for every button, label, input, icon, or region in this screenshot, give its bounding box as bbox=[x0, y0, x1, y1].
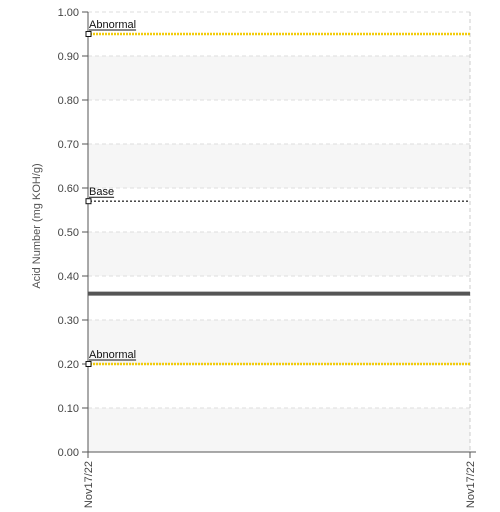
reference-marker bbox=[85, 361, 92, 367]
y-tick-label: 0.80 bbox=[58, 95, 79, 107]
y-tick-label: 0.90 bbox=[58, 51, 79, 63]
plot-bands bbox=[88, 56, 470, 452]
y-axis-title: Acid Number (mg KOH/g) bbox=[31, 163, 43, 288]
reference-label: Abnormal bbox=[89, 349, 136, 361]
y-tick-label: 0.20 bbox=[58, 359, 79, 371]
plot-band bbox=[88, 232, 470, 276]
reference-lines: Abnormal Base Abnormal bbox=[85, 19, 470, 367]
y-tick-label: 0.40 bbox=[58, 271, 79, 283]
plot-band bbox=[88, 408, 470, 452]
y-tick-label: 0.60 bbox=[58, 183, 79, 195]
x-tick-labels: Nov17/22 Nov17/22 bbox=[83, 461, 477, 508]
reference-label: Abnormal bbox=[89, 19, 136, 31]
y-tick-label: 0.50 bbox=[58, 227, 79, 239]
x-tick-label: Nov17/22 bbox=[83, 461, 95, 508]
y-tick-label: 0.70 bbox=[58, 139, 79, 151]
y-tick-labels: 0.00 0.10 0.20 0.30 0.40 0.50 0.60 0.70 0.80 0.90… bbox=[58, 7, 79, 459]
plot-band bbox=[88, 320, 470, 364]
y-tick-label: 0.30 bbox=[58, 315, 79, 327]
y-tick-label: 0.10 bbox=[58, 403, 79, 415]
y-tick-label: 0.00 bbox=[58, 447, 79, 459]
axes bbox=[82, 11, 476, 458]
reference-label: Base bbox=[89, 186, 114, 198]
plot-band bbox=[88, 56, 470, 100]
x-tick-label: Nov17/22 bbox=[465, 461, 477, 508]
y-tick-label: 1.00 bbox=[58, 7, 79, 19]
plot-band bbox=[88, 144, 470, 188]
reference-marker bbox=[85, 198, 92, 205]
reference-marker bbox=[85, 31, 92, 37]
